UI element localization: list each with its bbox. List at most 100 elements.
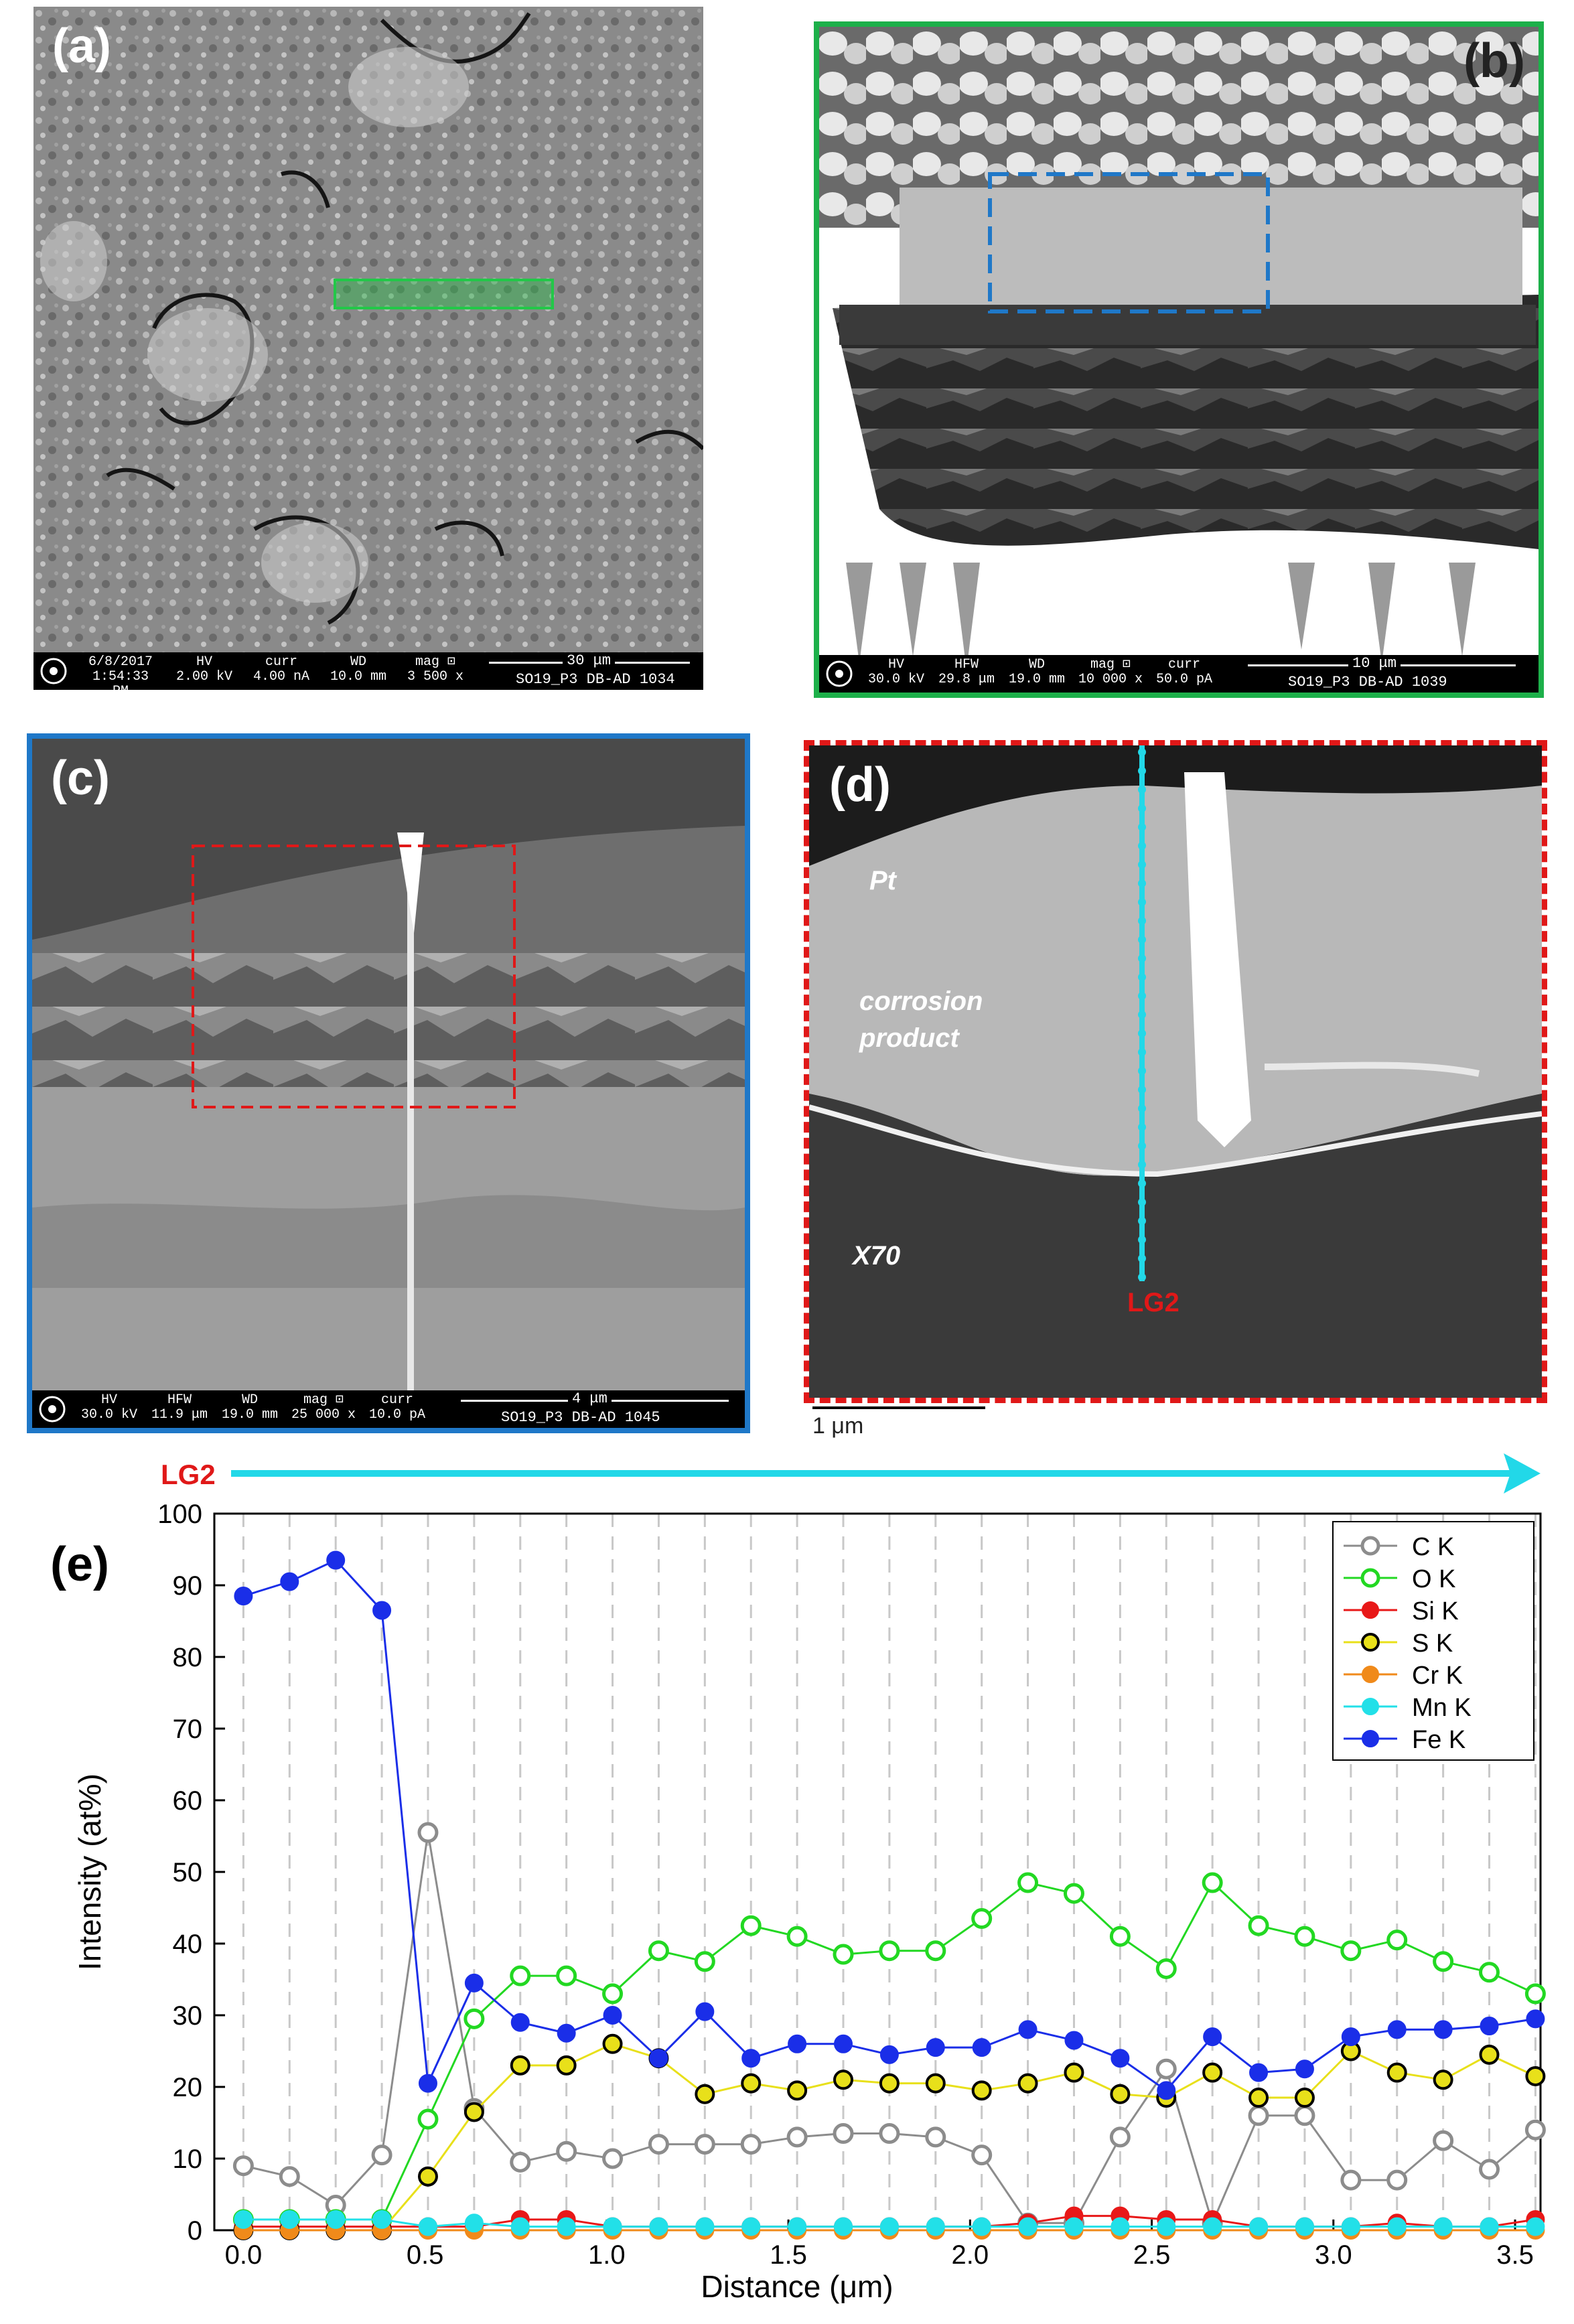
scalebar-text: 10 μm: [1348, 655, 1401, 672]
point-fe-k-23: [1295, 2059, 1314, 2079]
y-tick-label-1: 10: [173, 2145, 203, 2174]
point-o-k-5: [463, 2008, 485, 2029]
x-tick-label-4: 2.0: [952, 2240, 989, 2270]
point-mn-k-26: [1433, 2217, 1453, 2236]
point-mn-k-19: [1111, 2217, 1130, 2236]
sem-image-c: [32, 739, 745, 1428]
panel-e-label: (e): [50, 1538, 109, 1591]
point-fe-k-12: [788, 2034, 807, 2053]
legend-marker-mn-k: [1362, 1698, 1379, 1715]
panel-d: (d) Pt corrosion product X70 LG2: [804, 740, 1547, 1403]
x-axis-label: Distance (μm): [701, 2269, 893, 2304]
point-fe-k-25: [1387, 2020, 1407, 2039]
y-tick-label-2: 20: [173, 2073, 203, 2102]
legend-marker-fe-k: [1362, 1730, 1379, 1747]
point-mn-k-25: [1387, 2217, 1407, 2236]
point-mn-k-17: [1018, 2217, 1038, 2236]
point-o-k-7: [556, 1965, 577, 1986]
point-o-k-21: [1202, 1872, 1223, 1893]
point-fe-k-11: [741, 2049, 761, 2068]
y-axis-label: Intensity (at%): [72, 1773, 107, 1970]
zoom-region-box-c: [988, 172, 1270, 313]
legend-marker-s-k: [1361, 1633, 1380, 1652]
point-s-k-25: [1386, 2062, 1407, 2083]
point-o-k-19: [1109, 1926, 1131, 1947]
panel-b-label: (b): [1463, 34, 1525, 88]
y-tick-label-5: 50: [173, 1858, 203, 1887]
point-fe-k-26: [1433, 2020, 1453, 2039]
legend-label-o-k: O K: [1412, 1565, 1455, 1593]
point-o-k-24: [1340, 1940, 1362, 1962]
point-c-k-13: [833, 2123, 854, 2145]
lg2-arrow-label: LG2: [161, 1459, 216, 1490]
point-mn-k-24: [1341, 2217, 1360, 2236]
point-s-k-22: [1248, 2088, 1269, 2108]
point-s-k-23: [1294, 2088, 1315, 2108]
point-o-k-10: [694, 1951, 715, 1972]
point-fe-k-0: [234, 1587, 253, 1606]
point-s-k-4: [417, 2166, 438, 2187]
point-mn-k-2: [326, 2209, 346, 2229]
panel-d-scalebar: 1 μm: [812, 1406, 985, 1439]
point-fe-k-2: [326, 1550, 346, 1570]
scalebar-text: 4 μm: [568, 1390, 612, 1407]
panel-a-label: (a): [52, 19, 111, 73]
point-mn-k-16: [972, 2217, 991, 2236]
panel-b-databar: HV 30.0 kV HFW 29.8 μm WD 19.0 mm mag ⊡ 10 0…: [819, 655, 1539, 693]
legend-label-si-k: Si K: [1412, 1597, 1459, 1625]
label-x70: X70: [853, 1241, 901, 1270]
point-mn-k-22: [1249, 2217, 1269, 2236]
x-tick-label-1: 0.5: [407, 2240, 444, 2270]
line-scan-lg2: [1138, 745, 1146, 1281]
sem-image-d: [809, 745, 1542, 1398]
point-fe-k-14: [879, 2045, 899, 2064]
databar-date: 6/8/2017: [88, 654, 153, 670]
point-fe-k-19: [1111, 2049, 1130, 2068]
point-fe-k-8: [603, 2006, 622, 2025]
point-o-k-25: [1386, 1930, 1408, 1951]
point-mn-k-23: [1295, 2217, 1314, 2236]
point-mn-k-6: [510, 2217, 530, 2236]
sample-id: SO19_P3 DB-AD 1045: [501, 1409, 660, 1426]
point-o-k-17: [1017, 1872, 1039, 1893]
point-c-k-16: [971, 2145, 993, 2166]
point-s-k-13: [833, 2069, 854, 2090]
point-fe-k-6: [510, 2013, 530, 2032]
panel-b: (b) HV 30.0 kV HFW 29.8 μm WD 19.0 mm mag ⊡…: [814, 21, 1544, 698]
point-mn-k-27: [1480, 2217, 1499, 2236]
point-s-k-7: [556, 2055, 577, 2076]
point-c-k-27: [1479, 2159, 1500, 2180]
point-mn-k-28: [1526, 2217, 1545, 2236]
point-fe-k-15: [926, 2038, 945, 2057]
legend-marker-o-k: [1360, 1568, 1380, 1588]
point-c-k-1: [279, 2166, 300, 2187]
point-c-k-0: [232, 2155, 254, 2177]
panel-d-scalebar-text: 1 μm: [812, 1413, 864, 1439]
point-s-k-27: [1479, 2044, 1500, 2065]
sample-id: SO19_P3 DB-AD 1034: [516, 671, 675, 688]
label-corrosion: corrosion: [859, 987, 983, 1016]
x-tick-label-3: 1.5: [770, 2240, 807, 2270]
sem-image-a: [33, 7, 703, 690]
y-tick-label-8: 80: [173, 1643, 203, 1672]
point-c-k-6: [510, 2151, 531, 2173]
point-mn-k-8: [603, 2217, 622, 2236]
point-s-k-14: [879, 2073, 900, 2094]
x-tick-label-5: 2.5: [1133, 2240, 1171, 2270]
point-c-k-4: [417, 1822, 439, 1843]
point-o-k-27: [1479, 1962, 1500, 1983]
eds-line-profile-chart: LG2 (e) 0 10 20 30 40 50 60 70 80 90 100 0.0 0.5 1.0 1…: [50, 1453, 1546, 2304]
point-o-k-23: [1294, 1926, 1315, 1947]
y-tick-label-4: 40: [173, 1930, 203, 1959]
scalebar-text: 30 μm: [563, 652, 616, 669]
point-mn-k-7: [557, 2217, 576, 2236]
panel-c-databar: HV 30.0 kV HFW 11.9 μm WD 19.0 mm mag ⊡ 25 0…: [32, 1390, 745, 1428]
point-fe-k-16: [972, 2038, 991, 2057]
sem-image-b: [819, 27, 1539, 693]
point-fe-k-28: [1526, 2009, 1545, 2029]
y-tick-label-7: 70: [173, 1715, 203, 1744]
point-fe-k-10: [695, 2002, 715, 2021]
legend-label-s-k: S K: [1412, 1629, 1453, 1658]
y-tick-label-6: 60: [173, 1786, 203, 1816]
point-o-k-15: [925, 1940, 946, 1962]
